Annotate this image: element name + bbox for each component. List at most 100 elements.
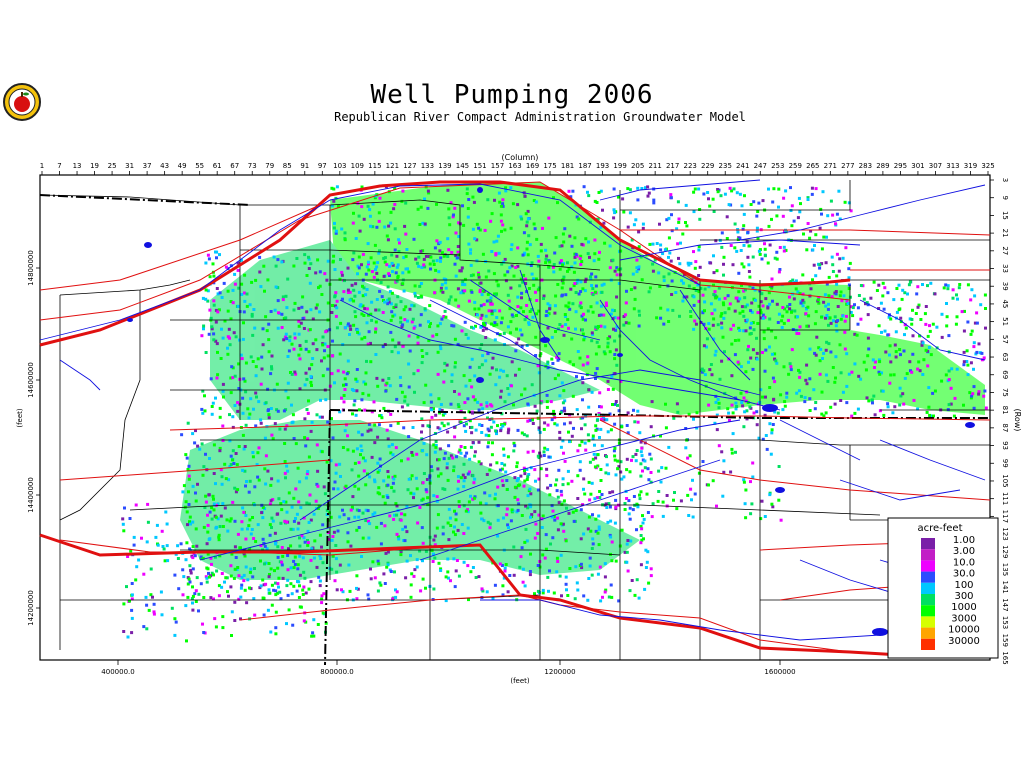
column-tick-label: 133 (421, 162, 434, 170)
column-tick-label: 187 (578, 162, 591, 170)
column-tick-label: 229 (701, 162, 714, 170)
row-tick-label: 159 (1001, 634, 1009, 647)
row-tick-label: 153 (1001, 616, 1009, 629)
row-tick-label: 141 (1001, 580, 1009, 593)
row-tick-label: 81 (1001, 406, 1009, 415)
pumping-cells (121, 185, 988, 643)
column-tick-label: 319 (964, 162, 977, 170)
column-tick-label: 85 (283, 162, 292, 170)
apple-seal-icon (3, 83, 41, 121)
row-tick-label: 63 (1001, 353, 1009, 362)
row-tick-label: 33 (1001, 264, 1009, 273)
column-tick-label: 67 (230, 162, 239, 170)
row-tick-label: 9 (1001, 195, 1009, 199)
y-feet-axis: 14800000 14600000 14400000 14200000 (27, 250, 40, 626)
legend-swatch (921, 605, 935, 617)
legend-swatch (921, 616, 935, 628)
legend-item-label: 10000 (948, 625, 980, 636)
column-tick-label: 217 (666, 162, 679, 170)
legend-swatch (921, 594, 935, 606)
legend-item-label: 10.0 (953, 557, 975, 568)
row-tick-label: 129 (1001, 545, 1009, 558)
y-tick-label: 14800000 (27, 250, 35, 286)
legend-swatch (921, 549, 935, 561)
y-tick-label: 14600000 (27, 362, 35, 398)
y-axis-label: (feet) (16, 408, 24, 428)
column-tick-label: 55 (195, 162, 204, 170)
map-title: Well Pumping 2006 (370, 80, 654, 110)
map-subtitle: Republican River Compact Administration … (334, 110, 746, 124)
row-tick-label: 117 (1001, 510, 1009, 523)
x-axis-label: (feet) (510, 677, 530, 685)
column-tick-label: 13 (73, 162, 82, 170)
column-tick-label: 211 (648, 162, 661, 170)
legend-item-label: 100 (954, 580, 973, 591)
column-tick-label: 97 (318, 162, 327, 170)
column-tick-label: 73 (248, 162, 257, 170)
column-tick-label: 307 (929, 162, 942, 170)
row-tick-label: 15 (1001, 211, 1009, 220)
column-tick-label: 1 (40, 162, 44, 170)
legend-item-label: 3000 (951, 613, 976, 624)
column-tick-label: 43 (160, 162, 169, 170)
column-tick-label: 289 (876, 162, 889, 170)
x-tick-label: 1600000 (764, 668, 795, 676)
column-tick-label: 193 (596, 162, 609, 170)
x-tick-label: 1200000 (544, 668, 575, 676)
column-tick-label: 235 (719, 162, 732, 170)
column-tick-label: 79 (265, 162, 274, 170)
column-tick-label: 121 (386, 162, 399, 170)
row-tick-label: 57 (1001, 335, 1009, 344)
column-tick-label: 277 (841, 162, 854, 170)
x-feet-axis: 400000.0 800000.0 1200000 1600000 (101, 660, 796, 676)
column-tick-label: 253 (771, 162, 784, 170)
legend-item-label: 1.00 (953, 535, 975, 546)
row-tick-label: 39 (1001, 282, 1009, 291)
column-tick-label: 157 (491, 162, 504, 170)
column-tick-label: 325 (981, 162, 994, 170)
y-tick-label: 14400000 (27, 477, 35, 513)
column-tick-label: 205 (631, 162, 644, 170)
legend-swatch (921, 638, 935, 650)
column-tick-label: 37 (143, 162, 152, 170)
row-tick-label: 75 (1001, 388, 1009, 397)
row-tick-label: 165 (1001, 651, 1009, 664)
legend-swatch (921, 582, 935, 594)
column-tick-label: 301 (911, 162, 924, 170)
column-tick-label: 115 (368, 162, 381, 170)
row-tick-label: 123 (1001, 527, 1009, 540)
row-tick-label: 111 (1001, 492, 1009, 505)
column-tick-label: 31 (125, 162, 134, 170)
column-tick-label: 7 (57, 162, 61, 170)
row-tick-label: 105 (1001, 474, 1009, 487)
row-tick-label: 3 (1001, 178, 1009, 182)
column-tick-label: 151 (473, 162, 486, 170)
column-tick-label: 139 (438, 162, 451, 170)
column-tick-label: 295 (894, 162, 907, 170)
major-highways (39, 180, 901, 657)
column-tick-label: 241 (736, 162, 749, 170)
row-tick-label: 87 (1001, 423, 1009, 432)
y-tick-label: 14200000 (27, 590, 35, 626)
column-tick-label: 25 (108, 162, 117, 170)
legend: acre-feet 1.003.0010.030.010030010003000… (887, 517, 999, 659)
column-tick-label: 61 (213, 162, 222, 170)
column-tick-label: 19 (90, 162, 99, 170)
column-tick-label: 145 (456, 162, 469, 170)
row-tick-label: 21 (1001, 229, 1009, 238)
row-axis-label: (Row) (1013, 409, 1022, 432)
column-tick-label: 127 (403, 162, 416, 170)
column-tick-label: 169 (526, 162, 539, 170)
x-tick-label: 800000.0 (320, 668, 353, 676)
column-tick-label: 271 (824, 162, 837, 170)
legend-item-label: 30.0 (953, 569, 975, 580)
column-tick-label: 199 (613, 162, 626, 170)
legend-item-label: 300 (954, 591, 973, 602)
row-tick-label: 135 (1001, 563, 1009, 576)
column-tick-label: 247 (754, 162, 767, 170)
row-tick-label: 93 (1001, 441, 1009, 450)
water-bodies (127, 187, 975, 636)
column-tick-label: 163 (508, 162, 521, 170)
row-tick-label: 45 (1001, 299, 1009, 308)
x-tick-label: 400000.0 (101, 668, 134, 676)
